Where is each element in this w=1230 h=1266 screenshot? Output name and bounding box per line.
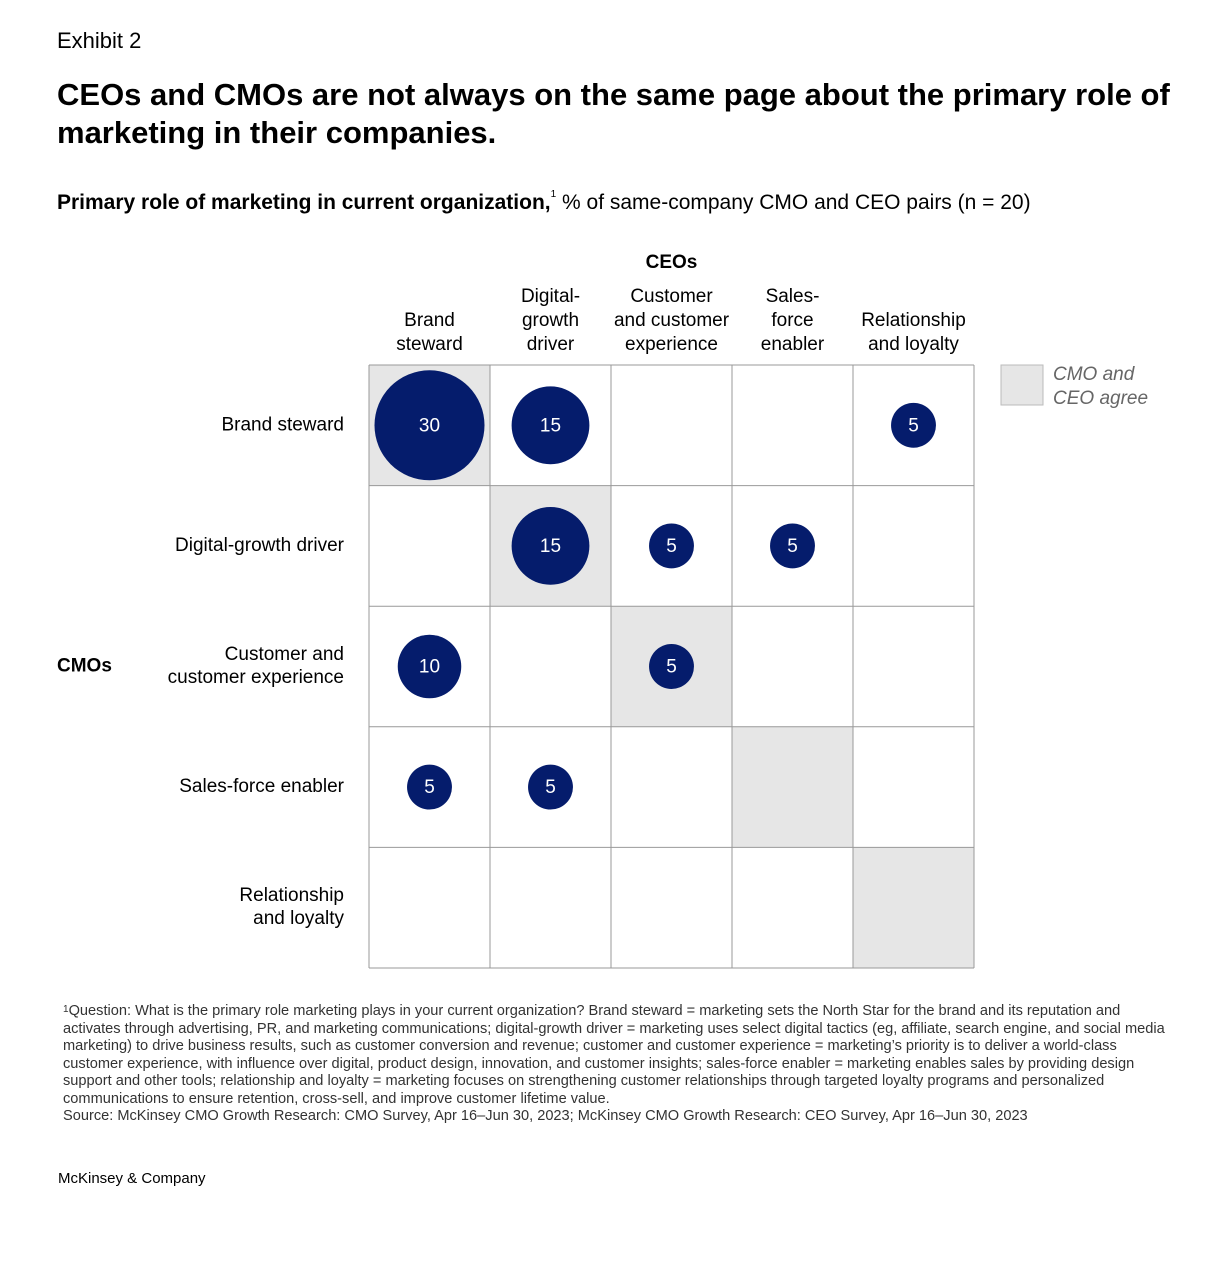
- bubble: [649, 644, 694, 689]
- footnote-marker: 1: [550, 189, 557, 200]
- row-label: Relationship: [239, 885, 344, 906]
- column-label: Customer: [630, 286, 713, 307]
- footnote-text: Question: What is the primary role marke…: [63, 1003, 1165, 1107]
- bubble: [649, 523, 694, 569]
- bubble: [397, 634, 462, 699]
- value-label: 15: [540, 536, 561, 557]
- column-label: Brand: [404, 310, 455, 331]
- bubble: [407, 764, 452, 810]
- column-label: Digital-: [521, 286, 580, 307]
- column-label: experience: [625, 334, 718, 355]
- value-label: 5: [666, 657, 677, 678]
- column-label: enabler: [761, 334, 825, 355]
- source: Source: McKinsey CMO Growth Research: CM…: [63, 1108, 1028, 1124]
- legend-label: CEO agree: [1053, 388, 1148, 409]
- subtitle-rest: % of same-company CMO and CEO pairs (n =…: [556, 191, 1031, 214]
- bubble: [891, 402, 936, 448]
- value-label: 5: [908, 415, 919, 436]
- bubble: [770, 523, 815, 569]
- row-label: and loyalty: [253, 908, 344, 929]
- column-label: steward: [396, 334, 463, 355]
- row-label: Digital-growth driver: [175, 535, 345, 556]
- value-label: 30: [419, 415, 440, 436]
- column-label: Relationship: [861, 310, 966, 331]
- row-label: customer experience: [168, 667, 344, 688]
- row-label: Brand steward: [221, 414, 344, 435]
- title: CEOs and CMOs are not always on the same…: [57, 77, 1170, 150]
- column-label: and loyalty: [868, 334, 959, 355]
- value-label: 10: [419, 657, 440, 678]
- agree-cell: [732, 726, 853, 848]
- value-label: 5: [424, 777, 435, 798]
- subtitle: Primary role of marketing in current org…: [57, 189, 1031, 215]
- value-label: 5: [545, 777, 556, 798]
- bubble: [511, 507, 590, 585]
- bubble: [511, 386, 590, 465]
- brand: McKinsey & Company: [58, 1170, 206, 1187]
- chart: CEOs CMOs Brand steward Digital-growth driver…: [57, 252, 1148, 969]
- agree-cell: [853, 847, 974, 968]
- exhibit-label: Exhibit 2: [57, 28, 142, 53]
- column-axis-label: CEOs: [646, 252, 698, 273]
- footnote: 1Question: What is the primary role mark…: [63, 1003, 1173, 1126]
- column-label: and customer: [614, 310, 730, 331]
- row-label: Sales-force enabler: [179, 776, 344, 797]
- row-axis-label: CMOs: [57, 656, 112, 677]
- legend-label: CMO and: [1053, 364, 1136, 385]
- row-label: Customer and: [225, 644, 344, 665]
- value-label: 5: [666, 536, 677, 557]
- value-label: 15: [540, 415, 561, 436]
- bubble: [528, 764, 573, 810]
- column-label: Sales-: [766, 286, 820, 307]
- column-label: force: [771, 310, 813, 331]
- column-label: driver: [527, 334, 575, 355]
- bubble: [374, 370, 485, 481]
- legend-swatch: [1000, 364, 1044, 406]
- footnote-marker: 1: [63, 1004, 69, 1015]
- value-label: 5: [787, 536, 798, 557]
- column-label: growth: [522, 310, 579, 331]
- subtitle-bold: Primary role of marketing in current org…: [57, 191, 551, 214]
